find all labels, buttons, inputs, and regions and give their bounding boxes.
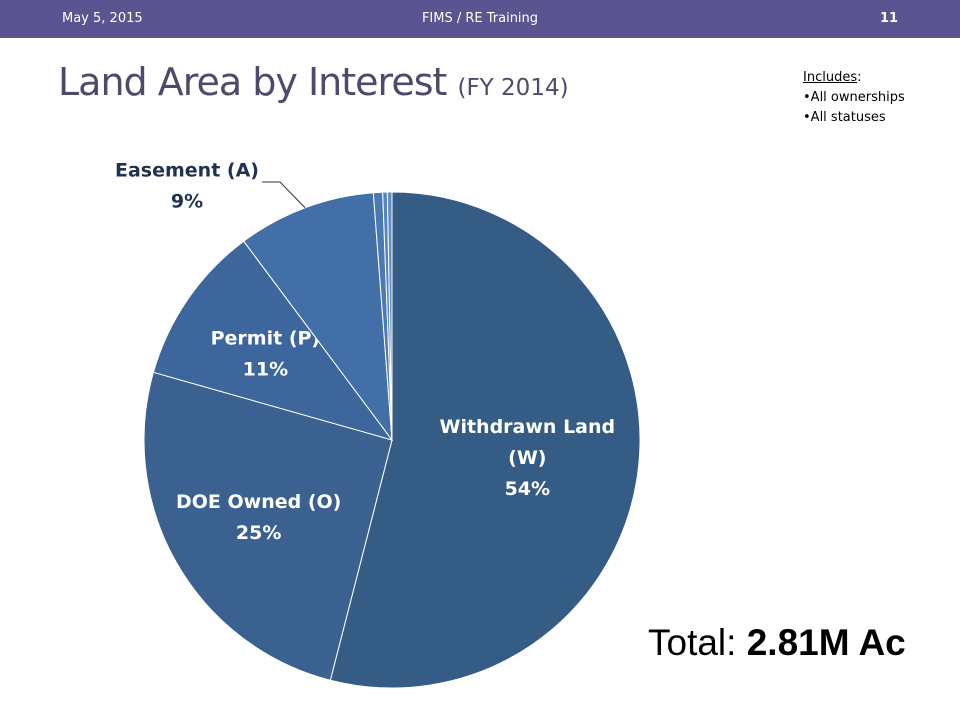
pie-slice: [143, 371, 393, 681]
pie-slice: [152, 240, 394, 441]
total-value: 2.81M Ac: [746, 622, 906, 663]
slice-percent-label: 25%: [236, 522, 281, 544]
includes-item: All statuses: [803, 108, 905, 128]
total-label-text: Total:: [648, 622, 737, 663]
header-center-text: FIMS / RE Training: [421, 11, 539, 26]
pie-slice: [386, 191, 393, 441]
slice-name-label: Permit (P): [211, 327, 320, 349]
includes-heading: Includes: [803, 70, 858, 85]
leader-line: [262, 181, 306, 209]
slice-percent-label: 54%: [505, 478, 550, 500]
includes-item: All ownerships: [803, 88, 905, 108]
includes-list: All ownerships All statuses: [803, 88, 905, 128]
slide-title: Land Area by Interest (FY 2014): [58, 60, 569, 104]
slice-name-label: Easement (A): [115, 160, 259, 182]
header-bar: May 5, 2015 FIMS / RE Training 11: [0, 0, 960, 38]
slice-name-label: (W): [508, 447, 546, 469]
slide-title-main: Land Area by Interest: [58, 60, 447, 104]
header-date: May 5, 2015: [62, 11, 143, 26]
slice-percent-label: 9%: [171, 191, 203, 213]
pie-slice: [329, 191, 641, 689]
slice-name-label: DOE Owned (O): [176, 491, 341, 513]
slice-percent-label: 11%: [243, 358, 288, 380]
slice-name-label: Withdrawn Land: [440, 416, 616, 438]
slide-title-sub: (FY 2014): [457, 75, 569, 101]
pie-slice: [243, 192, 393, 442]
total-label: Total: 2.81M Ac: [648, 622, 906, 664]
includes-note: Includes: All ownerships All statuses: [803, 68, 905, 128]
page-number: 11: [880, 11, 899, 26]
